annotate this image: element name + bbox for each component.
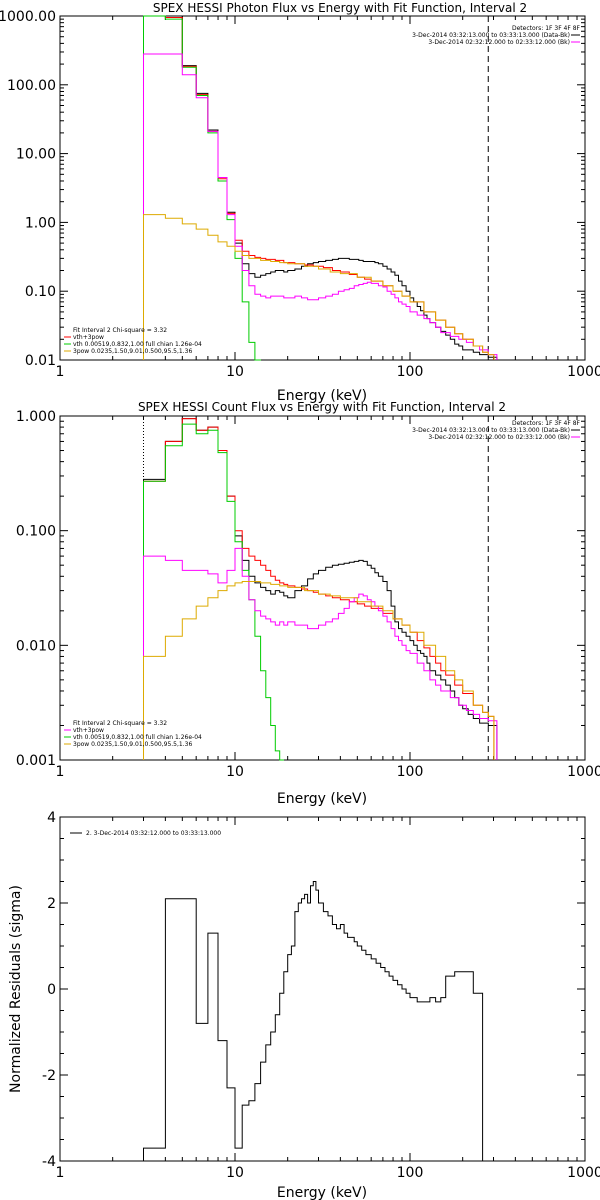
panel-title: SPEX HESSI Photon Flux vs Energy with Fi… <box>153 1 527 15</box>
x-tick-label: 1 <box>56 1165 65 1181</box>
plot-frame <box>59 15 586 361</box>
legend-data-bk: 3-Dec-2014 03:32:13.000 to 03:33:13.000 … <box>412 32 570 39</box>
y-tick-label: 10.00 <box>16 147 56 163</box>
x-tick-label: 10 <box>226 364 244 380</box>
legend-detectors: Detectors: 1F 3F 4F 8F <box>512 420 581 427</box>
x-tick-label: 1000 <box>567 764 600 780</box>
plot-frame <box>59 816 586 1162</box>
x-tick-label: 100 <box>397 764 424 780</box>
y-tick-label: 0.01 <box>25 353 56 369</box>
series-line-3 <box>143 53 498 360</box>
panel-title: SPEX HESSI Count Flux vs Energy with Fit… <box>138 400 506 414</box>
y-tick-label: 0 <box>47 982 56 998</box>
y-tick-label: 0.010 <box>16 638 56 654</box>
y-tick-label: -4 <box>42 1154 56 1170</box>
series-group <box>142 15 498 361</box>
legend-entry: 2. 3-Dec-2014 03:32:12.000 to 03:33:13.0… <box>86 830 221 837</box>
axis-ticks: 1 10 100 1000 0.001 0.010 0.100 1.000 <box>16 409 600 780</box>
series-line-2 <box>143 15 261 361</box>
count-flux-panel: SPEX HESSI Count Flux vs Energy with Fit… <box>16 400 600 807</box>
y-tick-label: 1.000 <box>16 409 56 425</box>
legend-vth: vth 0.00519,0.832,1.00 full chian 1.26e-… <box>73 734 202 741</box>
y-tick-label: 2 <box>47 896 56 912</box>
series-line-4 <box>143 214 495 360</box>
series-group <box>143 881 494 1162</box>
axis-ticks: 1 10 100 1000 -4 -2 0 2 4 <box>42 810 600 1181</box>
y-tick-label: 0.001 <box>16 753 56 769</box>
y-tick-label: 100.00 <box>7 78 56 94</box>
x-tick-label: 1 <box>56 764 65 780</box>
series-line-4 <box>143 581 495 760</box>
x-axis-label: Energy (keV) <box>277 1185 367 1200</box>
series-line-0 <box>143 881 494 1162</box>
legend-total: vth+3pow <box>73 334 104 341</box>
plot-frame <box>59 415 586 761</box>
legend-total: vth+3pow <box>73 727 104 734</box>
x-tick-label: 100 <box>397 1165 424 1181</box>
residuals-panel: 1 10 100 1000 -4 -2 0 2 4 2. 3-Dec-2014 03:32:12… <box>8 810 600 1200</box>
series-line-0 <box>143 418 498 760</box>
series-line-2 <box>143 423 284 761</box>
y-axis-label: Normalized Residuals (sigma) <box>8 885 24 1093</box>
legend-fit-interval: Fit Interval 2 Chi-square = 3.32 <box>73 720 167 727</box>
legend-fit-interval: Fit Interval 2 Chi-square = 3.32 <box>73 327 167 334</box>
x-tick-label: 100 <box>397 364 424 380</box>
legend-vth: vth 0.00519,0.832,1.00 full chian 1.26e-… <box>73 341 202 348</box>
axis-ticks: 1 10 100 1000 0.01 0.10 1.00 10.00 100.00 1000.00 <box>0 9 600 380</box>
legend-data-bk: 3-Dec-2014 03:32:13.000 to 03:33:13.000 … <box>412 427 570 434</box>
x-tick-label: 1 <box>56 364 65 380</box>
x-axis-label: Energy (keV) <box>277 388 367 404</box>
series-line-3 <box>143 547 498 760</box>
legend-bk: 3-Dec-2014 02:32:12.000 to 02:33:12.000 … <box>428 39 570 46</box>
legend-pow: 3pow 0.0235,1.50,9.01,0.500,95.5,1.36 <box>73 348 192 355</box>
legend-pow: 3pow 0.0235,1.50,9.01,0.500,95.5,1.36 <box>73 741 192 748</box>
y-tick-label: 0.10 <box>25 284 56 300</box>
x-tick-label: 10 <box>226 1165 244 1181</box>
y-tick-label: 4 <box>47 810 56 826</box>
x-tick-label: 10 <box>226 764 244 780</box>
y-tick-label: 0.100 <box>16 524 56 540</box>
y-tick-label: 1000.00 <box>0 9 56 25</box>
legend-detectors: Detectors: 1F 3F 4F 8F <box>512 25 581 32</box>
series-group <box>142 416 498 761</box>
legend-bk: 3-Dec-2014 02:32:12.000 to 02:33:12.000 … <box>428 434 570 441</box>
y-tick-label: -2 <box>42 1068 56 1084</box>
x-tick-label: 1000 <box>567 364 600 380</box>
y-tick-label: 1.00 <box>25 215 56 231</box>
photon-flux-panel: SPEX HESSI Photon Flux vs Energy with Fi… <box>0 1 600 404</box>
series-line-1 <box>143 418 495 760</box>
x-tick-label: 1000 <box>567 1165 600 1181</box>
x-axis-label: Energy (keV) <box>277 791 367 807</box>
